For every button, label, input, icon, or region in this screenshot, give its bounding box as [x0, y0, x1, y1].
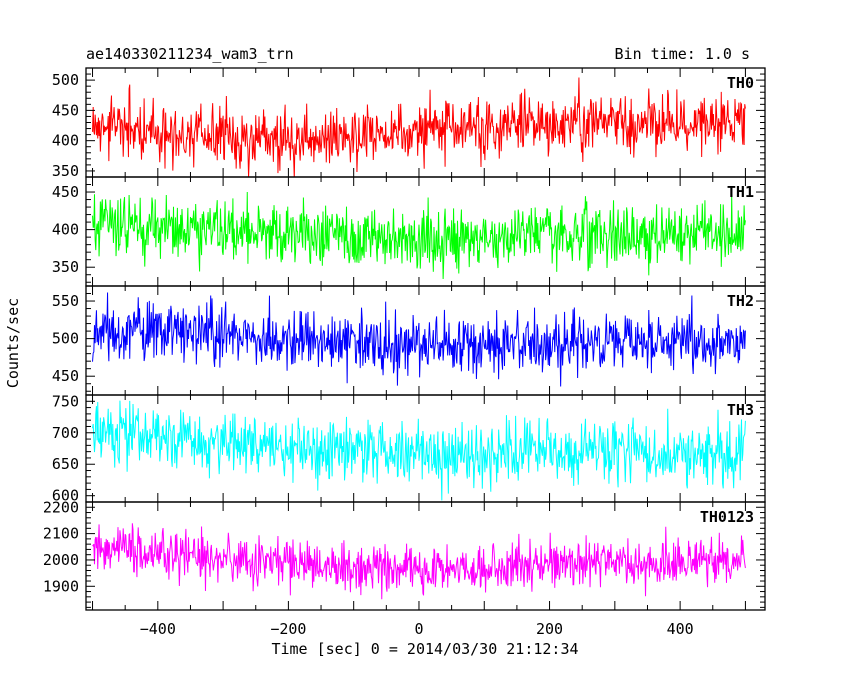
series-th0 [92, 77, 746, 177]
panel-th1: 350 400 450 TH1 [52, 176, 766, 287]
y-tick-label: 450 [52, 183, 79, 201]
y-tick-label: 400 [52, 221, 79, 239]
x-tick-label: 0 [414, 620, 423, 638]
series-th1 [92, 192, 746, 280]
y-tick-label: 1900 [43, 577, 79, 595]
panel-th2: 450 500 550 TH2 [52, 285, 766, 396]
y-tick-label: 2200 [43, 498, 79, 516]
panel-th3: 600 650 700 750 TH3 [52, 392, 766, 505]
y-tick-label: 550 [52, 292, 79, 310]
y-axis-label: Counts/sec [4, 298, 22, 388]
y-tick-label: 400 [52, 132, 79, 150]
x-tick-label: −400 [140, 620, 176, 638]
y-tick-label: 600 [52, 487, 79, 505]
panel-label: TH0 [727, 74, 754, 92]
y-tick-label: 2100 [43, 525, 79, 543]
y-tick-label: 500 [52, 330, 79, 348]
x-tick-label: 200 [536, 620, 563, 638]
y-tick-label: 2000 [43, 551, 79, 569]
y-tick-label: 700 [52, 424, 79, 442]
panel-label: TH0123 [700, 508, 754, 526]
x-axis: −400 −200 0 200 400 [140, 620, 694, 638]
panel-th0123: 1900 2000 2100 2200 TH0123 [43, 498, 766, 611]
x-tick-label: 400 [667, 620, 694, 638]
panels-group: 350 400 450 500 TH0 350 400 450 TH1 450 500 550 TH2 6… [43, 67, 766, 611]
y-tick-label: 500 [52, 71, 79, 89]
y-tick-label: 650 [52, 455, 79, 473]
y-tick-label: 450 [52, 101, 79, 119]
series-th2 [92, 292, 746, 387]
panel-label: TH1 [727, 183, 754, 201]
panel-th0: 350 400 450 500 TH0 [52, 67, 766, 180]
panel-label: TH3 [727, 401, 754, 419]
series-th3 [92, 400, 746, 501]
bin-time-label: Bin time: 1.0 s [614, 45, 750, 63]
series-th0123 [92, 523, 746, 600]
y-tick-label: 750 [52, 392, 79, 410]
panel-frame [85, 501, 766, 611]
x-tick-label: −200 [270, 620, 306, 638]
chart-title: ae140330211234_wam3_trn [86, 45, 294, 63]
y-tick-label: 350 [52, 162, 79, 180]
panel-frame [85, 394, 766, 503]
y-tick-label: 450 [52, 367, 79, 385]
panel-label: TH2 [727, 292, 754, 310]
y-tick-label: 350 [52, 258, 79, 276]
x-axis-label: Time [sec] 0 = 2014/03/30 21:12:34 [271, 640, 578, 658]
